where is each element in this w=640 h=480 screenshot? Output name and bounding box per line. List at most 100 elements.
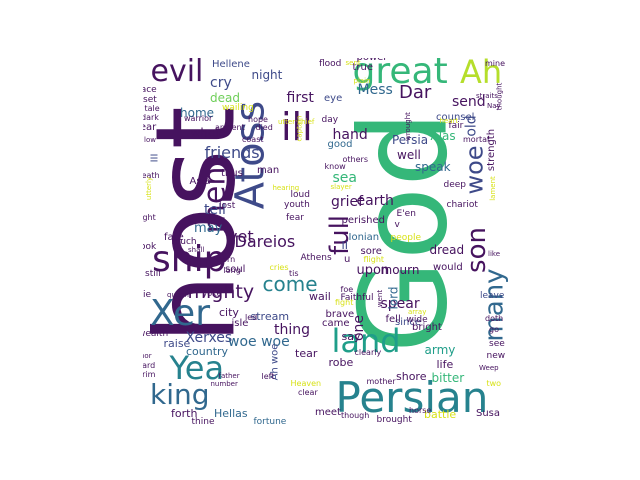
word-132: light bbox=[143, 213, 156, 222]
word-8: ship bbox=[152, 239, 227, 280]
word-177: went bbox=[375, 289, 384, 307]
word-100: much bbox=[171, 236, 197, 247]
word-142: led bbox=[245, 313, 258, 322]
word-179: II bbox=[341, 238, 349, 252]
word-155: two bbox=[486, 379, 502, 388]
word-143: yoke bbox=[202, 289, 222, 298]
word-169: shall bbox=[188, 245, 205, 254]
word-56: mourn bbox=[380, 263, 420, 277]
word-78: stream bbox=[250, 309, 290, 323]
word-130: dark bbox=[143, 113, 159, 122]
word-46: well bbox=[397, 148, 421, 162]
word-39: night bbox=[251, 68, 283, 82]
word-140: cries bbox=[269, 263, 289, 272]
word-116: people bbox=[390, 232, 422, 243]
word-42: home bbox=[180, 106, 215, 120]
word-52: flood bbox=[319, 58, 342, 69]
word-3: great bbox=[352, 58, 448, 92]
word-71: robe bbox=[328, 355, 354, 369]
word-76: came bbox=[322, 318, 350, 329]
word-138: fight bbox=[335, 298, 354, 307]
word-139: foe bbox=[340, 285, 354, 294]
word-166: slayer bbox=[330, 182, 352, 191]
word-125: ancient bbox=[215, 123, 245, 132]
word-128: wailing bbox=[222, 102, 254, 113]
word-137: flight bbox=[363, 255, 385, 264]
word-55: upon bbox=[356, 262, 390, 278]
word-36: hand bbox=[332, 127, 368, 143]
word-45: Alas bbox=[430, 129, 456, 143]
word-167: plain bbox=[353, 76, 371, 85]
word-96: set bbox=[143, 94, 157, 105]
word-41: whole bbox=[190, 126, 226, 140]
word-74: say bbox=[341, 329, 361, 343]
word-32: thing bbox=[274, 322, 311, 338]
word-95: race bbox=[143, 84, 157, 95]
word-171: array bbox=[408, 307, 427, 316]
word-40: Hellene bbox=[212, 59, 250, 70]
word-129: tale bbox=[144, 104, 160, 113]
word-175: straits bbox=[476, 91, 498, 100]
word-70: bitter bbox=[431, 371, 465, 385]
word-180: u bbox=[344, 254, 351, 265]
word-159: number bbox=[210, 379, 238, 388]
word-18: mighty bbox=[187, 280, 255, 303]
word-93: see bbox=[489, 338, 505, 349]
word-65: fell bbox=[385, 314, 401, 325]
word-27: tell bbox=[204, 202, 226, 218]
word-168: sent bbox=[345, 58, 361, 67]
word-30: woe woe bbox=[228, 334, 290, 350]
word-150: clearly bbox=[354, 348, 382, 357]
word-15: son bbox=[461, 227, 492, 273]
word-85: meet bbox=[315, 407, 341, 418]
word-106: thus bbox=[221, 168, 243, 179]
word-87: Susa bbox=[476, 408, 501, 419]
word-126: coast bbox=[242, 135, 264, 144]
word-13: land bbox=[331, 322, 401, 360]
word-174: low bbox=[144, 135, 156, 144]
word-77: wail bbox=[309, 289, 331, 303]
word-69: shore bbox=[396, 369, 427, 383]
word-108: soul bbox=[225, 264, 246, 275]
word-133: death bbox=[143, 171, 160, 180]
word-145: born bbox=[217, 255, 236, 264]
word-176: wrought bbox=[403, 111, 412, 141]
word-149: clear bbox=[298, 388, 318, 397]
word-118: deep bbox=[443, 179, 467, 190]
word-99: fate bbox=[164, 232, 184, 243]
word-81: city bbox=[219, 305, 239, 319]
word-161: Nay bbox=[487, 101, 501, 110]
word-21: Mess bbox=[357, 82, 393, 98]
word-82: isle bbox=[231, 318, 249, 329]
word-67: army bbox=[424, 343, 456, 357]
word-61: dread bbox=[429, 243, 465, 257]
word-115: mother bbox=[366, 377, 396, 386]
word-86: battle bbox=[424, 407, 457, 421]
word-154: go bbox=[489, 325, 499, 334]
word-79: raise bbox=[163, 336, 191, 350]
word-11: king bbox=[150, 378, 210, 411]
word-72: tear bbox=[295, 346, 318, 360]
word-50: power bbox=[357, 58, 388, 63]
word-123: hope bbox=[248, 115, 268, 124]
word-136: mortal bbox=[463, 135, 490, 144]
word-114: Faithful bbox=[340, 292, 374, 303]
word-62: spear bbox=[380, 296, 420, 312]
word-89: leave bbox=[480, 290, 505, 301]
word-33: sea bbox=[332, 170, 358, 186]
word-98: III bbox=[148, 153, 160, 163]
word-119: chariot bbox=[446, 199, 478, 210]
word-158: father bbox=[218, 371, 240, 380]
word-90: fortune bbox=[253, 416, 287, 427]
word-64: bright bbox=[412, 322, 442, 333]
word-cloud: host God Persian great Ah Atoss ill evil ship Xer… bbox=[143, 58, 515, 430]
word-59: since bbox=[395, 317, 421, 328]
word-84: Hellas bbox=[214, 406, 248, 420]
word-109: lost bbox=[219, 200, 236, 211]
word-170: like bbox=[488, 249, 501, 258]
word-178: nor bbox=[143, 351, 152, 360]
word-37: first bbox=[286, 90, 314, 106]
word-135: heart bbox=[439, 116, 459, 125]
word-2: Persian bbox=[335, 373, 489, 422]
word-47: counsel bbox=[436, 112, 475, 123]
